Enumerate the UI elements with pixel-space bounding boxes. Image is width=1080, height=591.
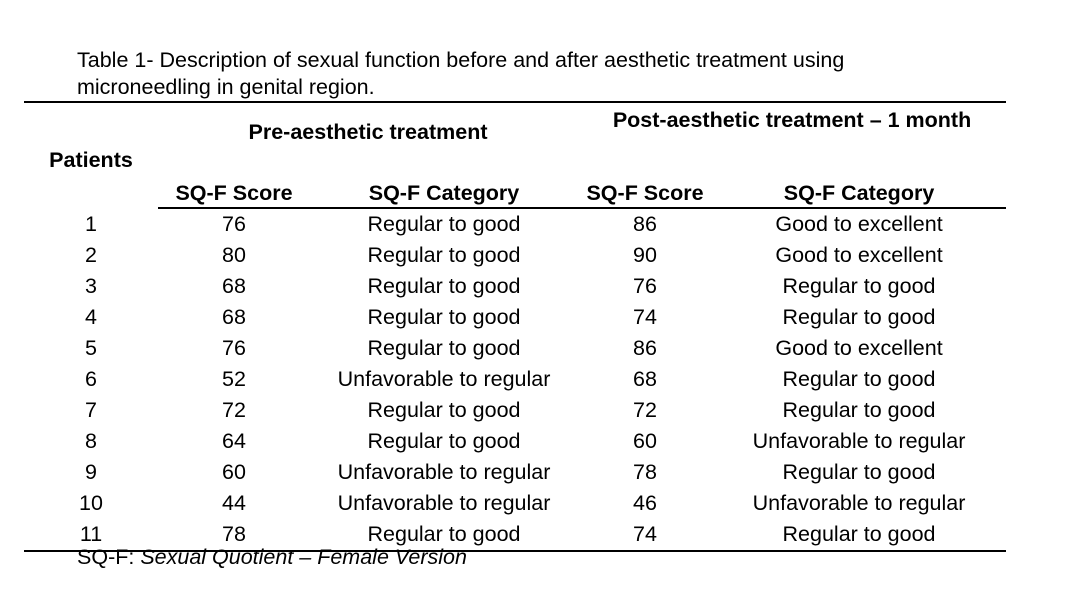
table-row: 2 80 Regular to good 90 Good to excellent [24,240,1006,271]
post-category-cell: Regular to good [782,367,936,391]
pre-score-cell: 72 [222,398,246,422]
patient-cell: 5 [85,336,97,360]
post-category-cell: Unfavorable to regular [752,491,966,515]
patients-column-header: Patients [24,101,158,208]
table-row: 4 68 Regular to good 74 Regular to good [24,302,1006,333]
post-score-cell: 68 [633,367,657,391]
post-category-cell: Regular to good [782,274,936,298]
pre-category-cell: Regular to good [367,212,521,236]
table-row: 7 72 Regular to good 72 Regular to good [24,395,1006,426]
table-footnote: SQ-F: Sexual Quotient – Female Version [77,543,467,571]
table-row: 5 76 Regular to good 86 Good to excellent [24,333,1006,364]
table-header: Patients Pre-aesthetic treatment Post-ae… [24,101,1007,209]
post-category-cell: Good to excellent [775,336,943,360]
post-category-cell: Regular to good [782,398,936,422]
post-score-cell: 90 [633,243,657,267]
table-body: 1 76 Regular to good 86 Good to excellent 2 80… [24,208,1007,552]
patient-cell: 4 [85,305,97,329]
table-row: 6 52 Unfavorable to regular 68 Regular to go… [24,364,1006,395]
table-row: 10 44 Unfavorable to regular 46 Unfavorable … [24,488,1006,519]
pre-score-cell: 78 [158,519,310,552]
pre-category-cell: Regular to good [367,429,521,453]
pre-category-cell: Unfavorable to regular [337,491,551,515]
table-caption: Table 1- Description of sexual function … [77,47,1043,101]
pre-category-cell: Unfavorable to regular [337,367,551,391]
post-category-cell: Regular to good [712,519,1007,552]
pre-category-cell: Regular to good [367,398,521,422]
patient-cell: 8 [85,429,97,453]
pre-score-cell: 52 [222,367,246,391]
results-table-container: Patients Pre-aesthetic treatment Post-ae… [24,101,1007,552]
pre-category-cell: Regular to good [310,519,579,552]
pre-category-cell: Regular to good [367,274,521,298]
pre-category-cell: Unfavorable to regular [337,460,551,484]
pre-score-cell: 76 [222,212,246,236]
patient-cell: 6 [85,367,97,391]
pre-score-column-header: SQ-F Score [158,177,310,209]
footnote-expansion: Sexual Quotient – Female Version [140,545,467,569]
patient-cell: 7 [85,398,97,422]
post-score-cell: 86 [633,336,657,360]
caption-line-1: Table 1- Description of sexual function … [77,48,845,72]
post-score-cell: 86 [633,212,657,236]
table-row: 3 68 Regular to good 76 Regular to good [24,271,1006,302]
post-score-cell: 74 [633,305,657,329]
patient-cell: 11 [24,519,158,552]
post-category-column-header: SQ-F Category [712,177,1007,209]
patient-cell: 3 [85,274,97,298]
post-score-cell: 46 [633,491,657,515]
post-category-cell: Regular to good [782,460,936,484]
pre-category-column-header: SQ-F Category [310,177,579,209]
post-category-cell: Unfavorable to regular [752,429,966,453]
pre-score-cell: 80 [222,243,246,267]
post-score-cell: 74 [578,519,713,552]
pre-category-cell: Regular to good [367,336,521,360]
post-category-cell: Good to excellent [775,243,943,267]
post-category-cell: Regular to good [782,305,936,329]
post-score-cell: 78 [633,460,657,484]
post-score-column-header: SQ-F Score [578,177,713,209]
post-score-cell: 72 [633,398,657,422]
pre-score-cell: 44 [222,491,246,515]
table-row: 1 76 Regular to good 86 Good to excellent [24,208,1006,240]
caption-line-2: microneedling in genital region. [77,75,375,99]
pre-category-cell: Regular to good [367,305,521,329]
pre-score-cell: 64 [222,429,246,453]
patient-cell: 9 [85,460,97,484]
results-table: Patients Pre-aesthetic treatment Post-ae… [24,101,1007,552]
pre-score-cell: 68 [222,305,246,329]
post-score-cell: 60 [633,429,657,453]
pre-score-cell: 60 [222,460,246,484]
table-row: 9 60 Unfavorable to regular 78 Regular to go… [24,457,1006,488]
patient-cell: 1 [85,211,97,236]
table-row: 11 78 Regular to good 74 Regular to good [24,519,1007,552]
table-row: 8 64 Regular to good 60 Unfavorable to regul… [24,426,1006,457]
footnote-abbreviation: SQ-F: [77,545,141,569]
pre-score-cell: 68 [222,274,246,298]
patient-cell: 2 [85,243,97,267]
pre-category-cell: Regular to good [367,243,521,267]
post-treatment-group-header: Post-aesthetic treatment – 1 month [578,101,1007,177]
post-category-cell: Good to excellent [775,212,943,236]
patient-cell: 10 [79,491,103,515]
post-score-cell: 76 [633,274,657,298]
pre-treatment-group-header: Pre-aesthetic treatment [158,101,579,177]
pre-score-cell: 76 [222,336,246,360]
